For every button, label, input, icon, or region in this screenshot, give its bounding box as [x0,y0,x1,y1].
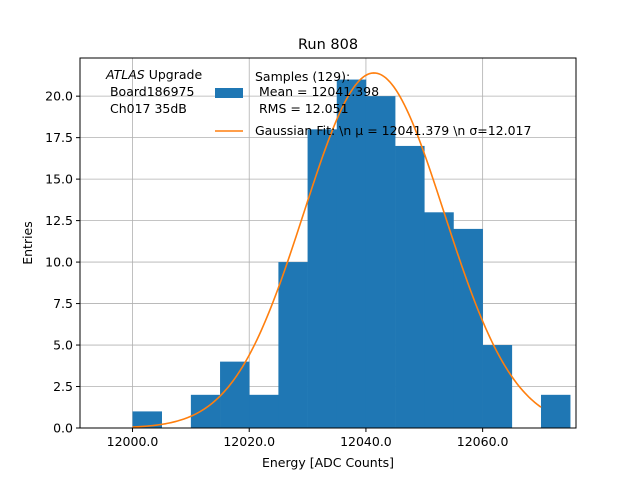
histogram-bar [365,96,396,428]
annotation-line-1: ATLAS Upgrade [105,67,202,82]
legend-hist-line-1: Samples (129): [255,69,350,84]
histogram-bar [307,129,338,429]
histogram-bar [249,394,279,428]
histogram-bar [540,394,571,428]
histogram-bar [453,228,483,428]
histogram-bar [424,212,454,428]
y-axis-ticks: 0.0 2.5 5.0 7.5 10.0 12.5 15.0 17.5 20.0 [45,89,80,436]
annotation-atlas-rest: Upgrade [145,67,203,82]
histogram-bar [336,79,367,428]
y-tick-label: 2.5 [53,379,73,394]
histogram-bar [482,345,513,428]
annotation-atlas-word: ATLAS [105,67,145,82]
histogram-bar [132,411,162,428]
x-axis-ticks: 12000.0 12020.0 12040.0 12060.0 [107,428,509,449]
atlas-annotation: ATLAS Upgrade Board186975 Ch017 35dB [105,67,202,116]
legend-hist-line-3: RMS = 12.051 [255,101,349,116]
y-tick-label: 12.5 [45,213,73,228]
chart-title: Run 808 [298,37,358,53]
x-tick-label: 12060.0 [457,434,509,449]
legend: Samples (129): Mean = 12041.398 RMS = 12… [215,69,531,138]
annotation-line-3: Ch017 35dB [106,101,187,116]
y-tick-label: 0.0 [53,421,73,436]
x-axis-label: Energy [ADC Counts] [262,455,394,470]
histogram-bar [395,145,425,428]
x-tick-label: 12000.0 [107,434,159,449]
y-tick-label: 20.0 [45,89,73,104]
plot-frame [79,57,577,429]
histogram-bar [278,262,308,428]
y-tick-label: 10.0 [45,255,73,270]
annotation-line-2: Board186975 [106,84,194,99]
y-tick-label: 15.0 [45,172,73,187]
histogram-bar [220,361,250,428]
y-tick-label: 5.0 [53,338,73,353]
gaussian-fit-curve [132,72,542,428]
legend-fit-label: Gaussian Fit: \n μ = 12041.379 \n σ=12.0… [255,123,531,138]
legend-hist-swatch [215,88,243,98]
x-tick-label: 12020.0 [223,434,275,449]
histogram-bars [132,79,571,429]
x-tick-label: 12040.0 [340,434,392,449]
y-tick-label: 17.5 [45,130,73,145]
legend-hist-line-2: Mean = 12041.398 [255,84,379,99]
y-axis-label: Entries [20,221,35,265]
y-tick-label: 7.5 [53,296,73,311]
